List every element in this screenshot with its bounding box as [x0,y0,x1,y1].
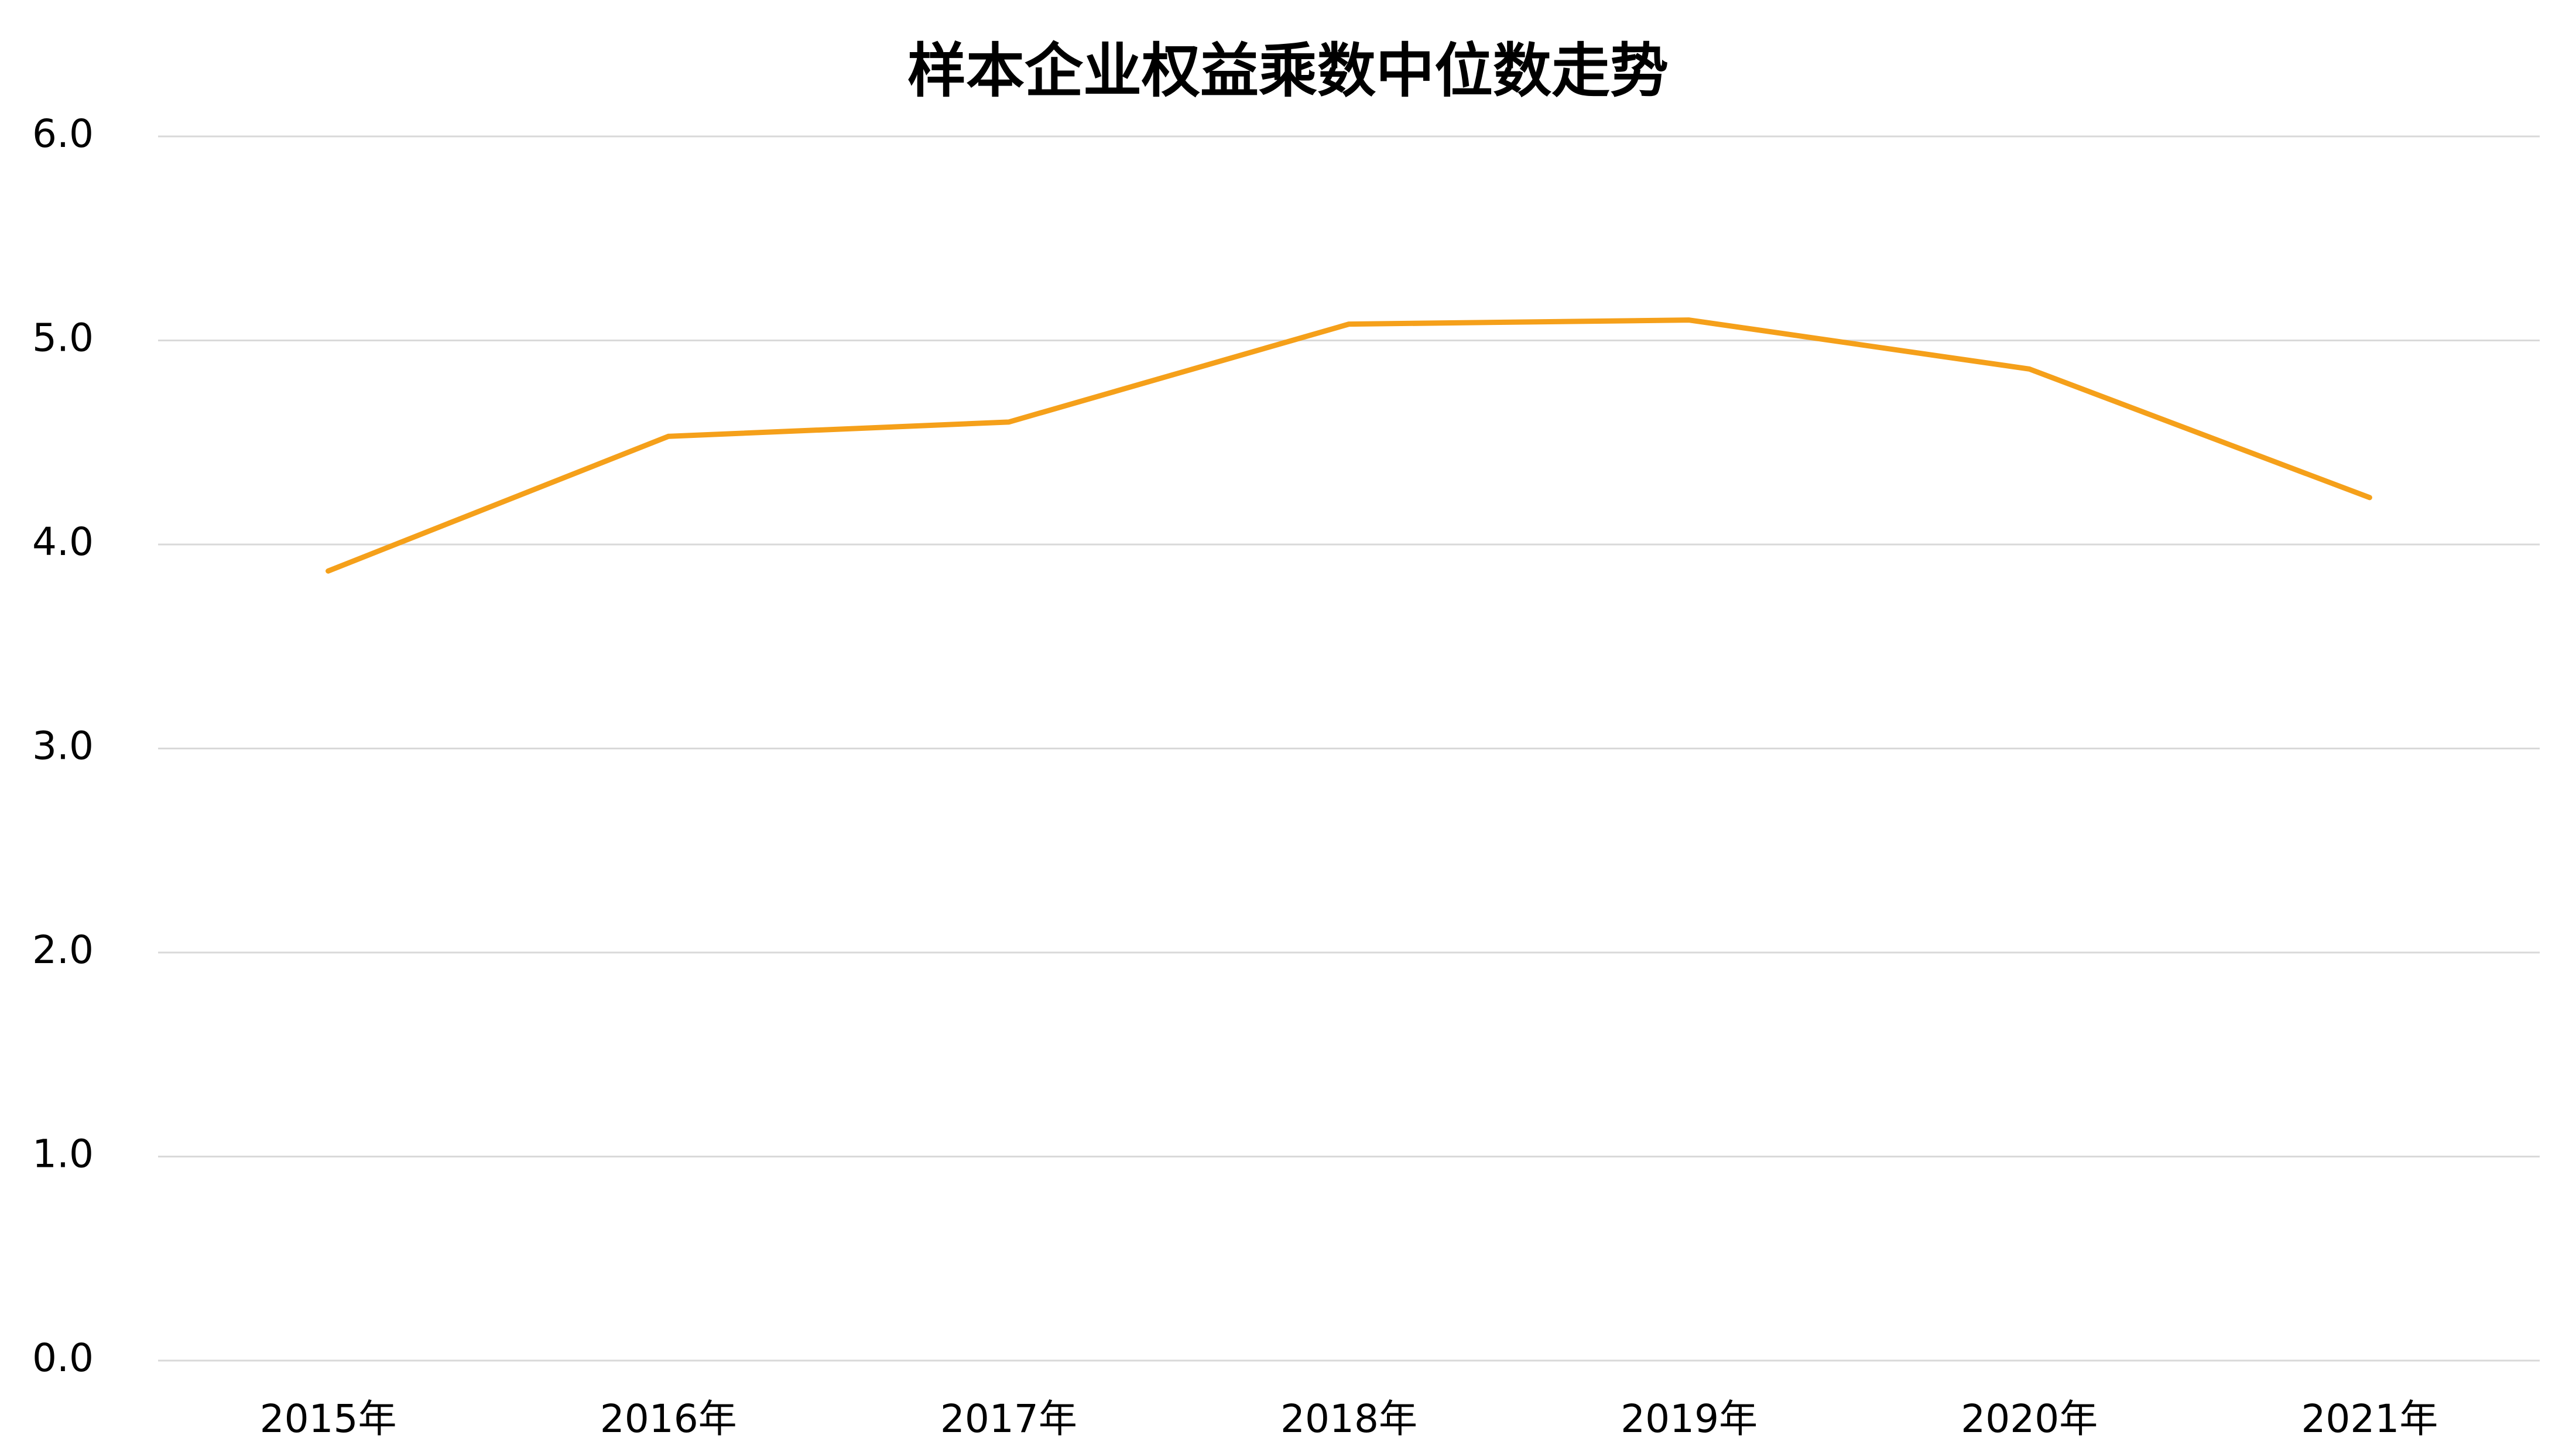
y-tick-label: 0.0 [32,1335,94,1381]
y-tick-label: 2.0 [32,927,94,972]
y-tick-label: 1.0 [32,1132,94,1177]
x-tick-label: 2016年 [600,1396,737,1441]
x-tick-label: 2021年 [2301,1396,2438,1441]
x-tick-label: 2018年 [1280,1396,1417,1441]
x-tick-label: 2015年 [260,1396,397,1441]
x-tick-label: 2020年 [1961,1396,2098,1441]
y-tick-label: 5.0 [32,316,94,361]
y-tick-label: 6.0 [32,111,94,156]
data-line [326,317,2372,574]
chart-title: 样本企业权益乘数中位数走势 [907,36,1669,105]
x-tick-label: 2019年 [1621,1396,1758,1441]
x-tick-label: 2017年 [940,1396,1077,1441]
y-tick-label: 4.0 [32,519,94,564]
y-tick-label: 3.0 [32,724,94,769]
